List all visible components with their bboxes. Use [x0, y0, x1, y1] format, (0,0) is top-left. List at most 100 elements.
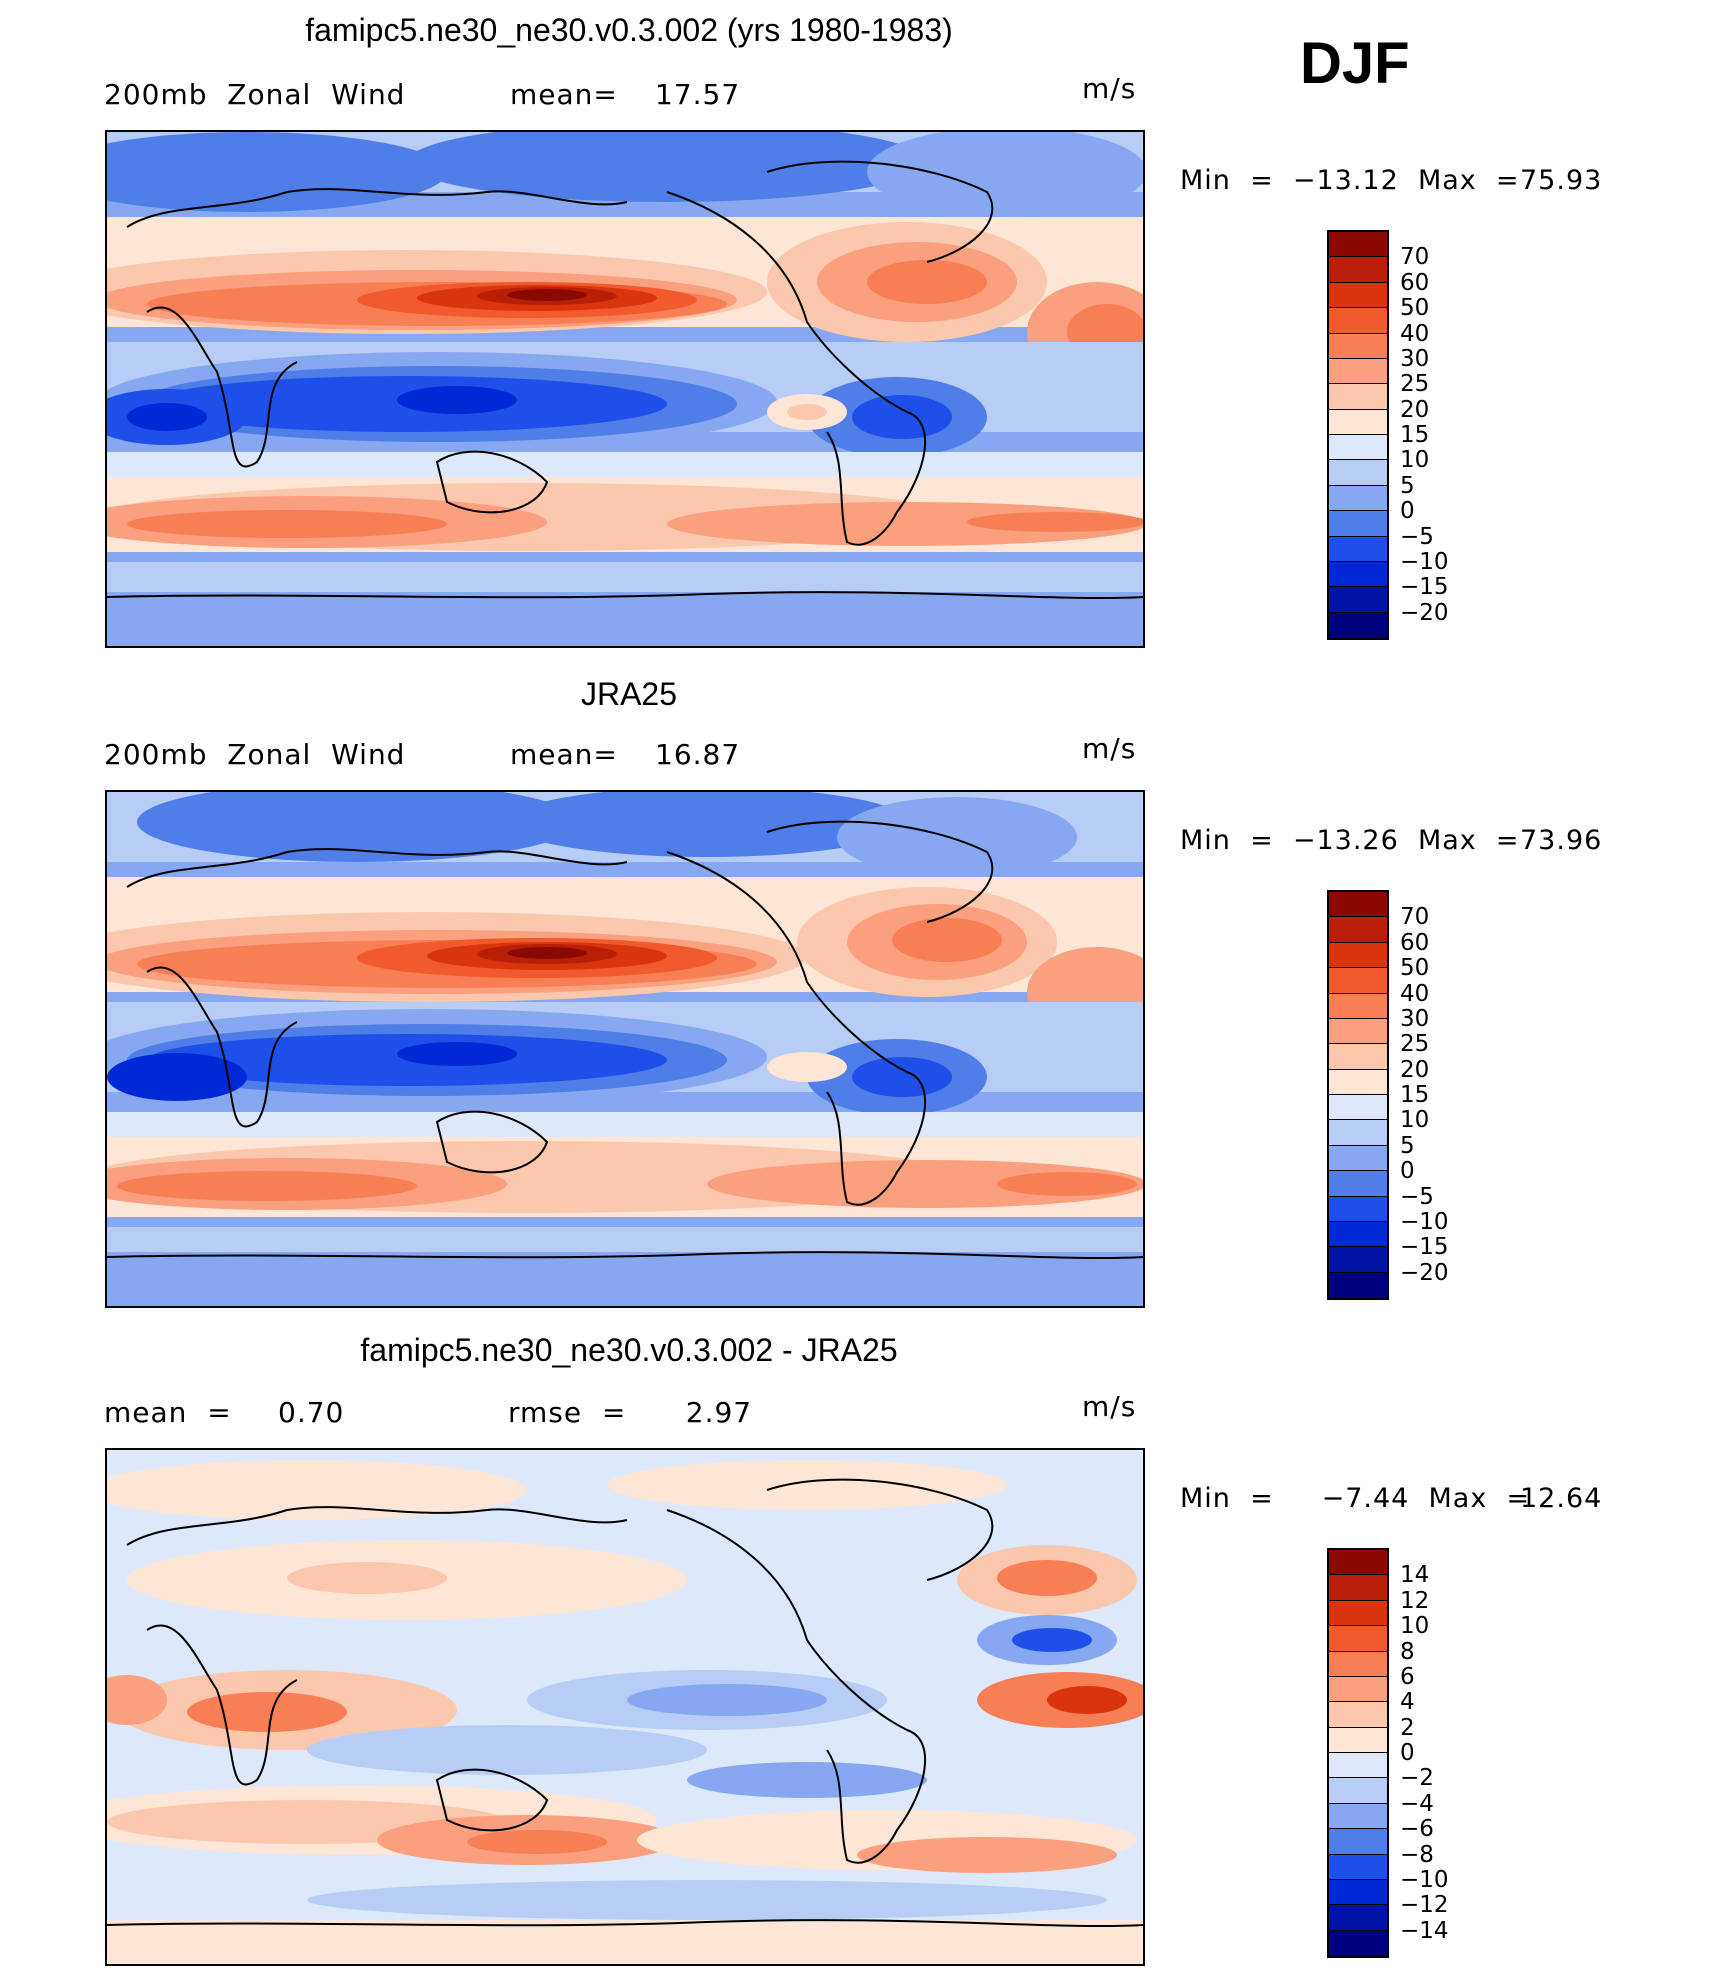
panel2-min-max: Min = −13.26 Max = 73.96 — [1180, 825, 1603, 856]
panel3-units: m/s — [1082, 1390, 1137, 1423]
colorbar-swatch — [1329, 1930, 1387, 1956]
colorbar-tick-label: 2 — [1400, 1714, 1415, 1741]
colorbar-swatch — [1329, 409, 1387, 435]
colorbar-swatch — [1329, 511, 1387, 537]
colorbar-swatch — [1329, 1044, 1387, 1070]
panel2-mean-label: mean= — [510, 738, 618, 771]
panel2-colorbar — [1327, 890, 1389, 1300]
colorbar-swatch — [1329, 1120, 1387, 1146]
panel2-mean-value: 16.87 — [655, 738, 741, 771]
colorbar-swatch — [1329, 1727, 1387, 1753]
colorbar-tick-label: −6 — [1400, 1816, 1434, 1843]
colorbar-swatch — [1329, 1145, 1387, 1172]
colorbar-swatch — [1329, 1018, 1387, 1045]
season-label: DJF — [1300, 31, 1410, 96]
colorbar-swatch — [1329, 917, 1387, 943]
colorbar-swatch — [1329, 561, 1387, 588]
colorbar-swatch — [1329, 1069, 1387, 1095]
colorbar-swatch — [1329, 1626, 1387, 1652]
panel3-min-max: Min = −7.44 Max = 12.64 — [1180, 1483, 1603, 1514]
colorbar-tick-label: 15 — [1400, 1082, 1430, 1108]
colorbar-swatch — [1329, 536, 1387, 562]
colorbar-swatch — [1329, 1247, 1387, 1273]
colorbar-swatch — [1329, 612, 1387, 638]
panel2-min-text: Min = −13.26 Max = — [1180, 825, 1520, 856]
colorbar-tick-label: 12 — [1400, 1587, 1430, 1614]
panel3-map — [105, 1448, 1145, 1966]
colorbar-tick-label: 10 — [1400, 1107, 1430, 1134]
colorbar-tick-label: 60 — [1400, 269, 1430, 296]
colorbar-tick-label: −10 — [1400, 548, 1449, 575]
panel1-contour-field — [107, 132, 1143, 646]
colorbar-tick-label: −14 — [1400, 1917, 1449, 1944]
colorbar-tick-label: 30 — [1400, 345, 1430, 372]
colorbar-swatch — [1329, 1676, 1387, 1703]
colorbar-tick-label: 30 — [1400, 1005, 1430, 1032]
colorbar-tick-label: 0 — [1400, 498, 1415, 525]
panel3-mean-text: mean = — [104, 1396, 232, 1429]
colorbar-tick-label: −15 — [1400, 574, 1449, 601]
panel2-map — [105, 790, 1145, 1308]
colorbar-tick-label: 15 — [1400, 422, 1430, 448]
panel1-mean-value: 17.57 — [655, 78, 741, 111]
colorbar-tick-label: 50 — [1400, 955, 1430, 982]
colorbar-swatch — [1329, 384, 1387, 410]
colorbar-tick-label: 6 — [1400, 1663, 1415, 1690]
colorbar-swatch — [1329, 1753, 1387, 1779]
colorbar-swatch — [1329, 282, 1387, 309]
panel3-max-value: 12.64 — [1520, 1483, 1603, 1514]
panel1-min-max: Min = −13.12 Max = 75.93 — [1180, 165, 1603, 196]
colorbar-swatch — [1329, 1879, 1387, 1906]
colorbar-tick-label: 5 — [1400, 472, 1415, 499]
colorbar-tick-label: 5 — [1400, 1132, 1415, 1159]
panel3-title: famipc5.ne30_ne30.v0.3.002 - JRA25 — [360, 1332, 898, 1368]
panel3-contour-field — [107, 1450, 1143, 1964]
colorbar-swatch — [1329, 942, 1387, 969]
colorbar-swatch — [1329, 1803, 1387, 1830]
colorbar-tick-label: 0 — [1400, 1740, 1415, 1766]
colorbar-swatch — [1329, 1272, 1387, 1298]
panel1-mean-label: mean= — [510, 78, 618, 111]
colorbar-tick-label: −2 — [1400, 1765, 1434, 1792]
colorbar-tick-label: −4 — [1400, 1790, 1434, 1817]
colorbar-swatch — [1329, 1095, 1387, 1121]
colorbar-tick-label: −12 — [1400, 1892, 1449, 1919]
panel1-min-text: Min = −13.12 Max = — [1180, 165, 1520, 196]
colorbar-tick-label: 8 — [1400, 1638, 1415, 1665]
colorbar-tick-label: −5 — [1400, 523, 1434, 550]
colorbar-swatch — [1329, 1221, 1387, 1248]
colorbar-swatch — [1329, 1651, 1387, 1677]
panel1-colorbar — [1327, 230, 1389, 640]
colorbar-swatch — [1329, 1575, 1387, 1601]
panel2-contour-field — [107, 792, 1143, 1306]
colorbar-tick-label: −10 — [1400, 1208, 1449, 1235]
colorbar-swatch — [1329, 435, 1387, 461]
colorbar-tick-label: 70 — [1400, 904, 1430, 931]
panel2-max-value: 73.96 — [1520, 825, 1603, 856]
colorbar-swatch — [1329, 232, 1387, 258]
colorbar-tick-label: 20 — [1400, 396, 1430, 423]
colorbar-tick-label: 14 — [1400, 1562, 1430, 1589]
colorbar-tick-label: 25 — [1400, 371, 1430, 398]
colorbar-swatch — [1329, 892, 1387, 918]
colorbar-swatch — [1329, 1854, 1387, 1880]
panel1-max-value: 75.93 — [1520, 165, 1603, 196]
colorbar-tick-label: 4 — [1400, 1689, 1415, 1716]
colorbar-swatch — [1329, 333, 1387, 359]
colorbar-swatch — [1329, 993, 1387, 1019]
colorbar-swatch — [1329, 1600, 1387, 1627]
panel2-units: m/s — [1082, 732, 1137, 765]
colorbar-tick-label: −20 — [1400, 1259, 1449, 1286]
colorbar-tick-label: 60 — [1400, 929, 1430, 956]
colorbar-tick-label: −20 — [1400, 599, 1449, 626]
colorbar-tick-label: 25 — [1400, 1031, 1430, 1058]
panel2-variable: 200mb Zonal Wind — [104, 738, 406, 771]
colorbar-swatch — [1329, 968, 1387, 994]
colorbar-tick-label: 40 — [1400, 980, 1430, 1007]
colorbar-swatch — [1329, 1550, 1387, 1576]
panel2-title: JRA25 — [580, 676, 678, 712]
panel1-title: famipc5.ne30_ne30.v0.3.002 (yrs 1980-198… — [305, 12, 953, 48]
colorbar-tick-label: 10 — [1400, 447, 1430, 474]
colorbar-swatch — [1329, 257, 1387, 283]
colorbar-swatch — [1329, 1829, 1387, 1855]
